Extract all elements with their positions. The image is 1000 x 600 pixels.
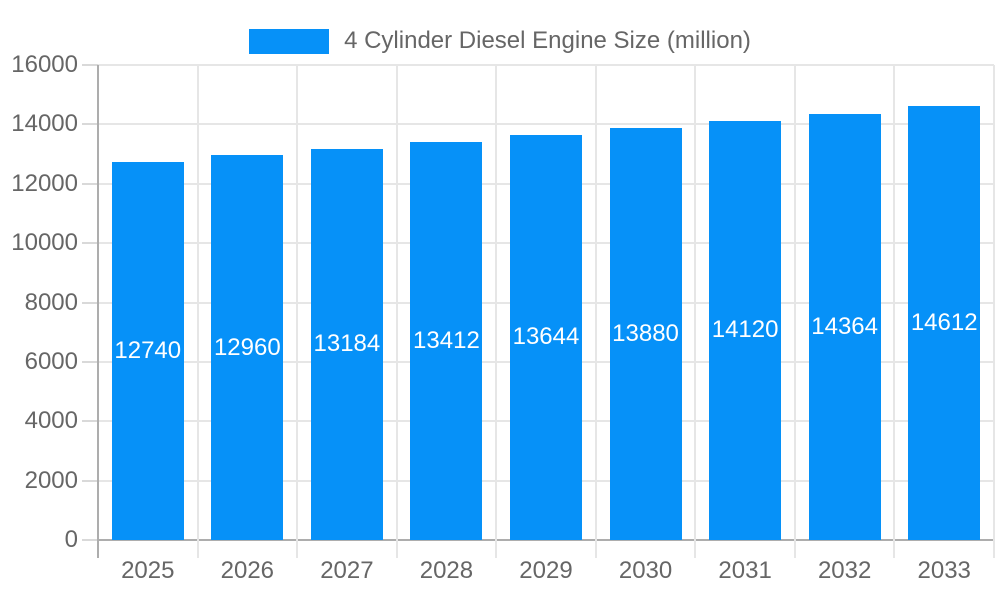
legend-label: 4 Cylinder Diesel Engine Size (million) bbox=[344, 27, 751, 54]
y-axis-line bbox=[97, 65, 99, 558]
y-axis-tick bbox=[82, 301, 98, 304]
y-axis-label: 14000 bbox=[11, 110, 78, 138]
bar-2026[interactable] bbox=[211, 155, 284, 540]
x-gridline bbox=[196, 65, 199, 558]
x-axis-label: 2028 bbox=[419, 557, 474, 584]
y-axis-label: 2000 bbox=[24, 466, 78, 494]
bar-2027[interactable] bbox=[310, 148, 383, 540]
x-gridline bbox=[495, 65, 498, 558]
bar-2032[interactable] bbox=[808, 113, 881, 540]
y-axis-label: 10000 bbox=[11, 229, 78, 257]
x-axis-label: 2032 bbox=[817, 557, 872, 584]
bar-2025[interactable] bbox=[111, 161, 184, 540]
y-axis-tick bbox=[82, 539, 98, 541]
y-axis-tick bbox=[82, 479, 98, 482]
y-axis-label: 6000 bbox=[24, 347, 78, 375]
y-axis-tick bbox=[82, 64, 98, 66]
bar-2033[interactable] bbox=[908, 106, 981, 540]
y-axis-label: 0 bbox=[64, 526, 78, 553]
x-axis-line bbox=[98, 539, 994, 541]
x-axis-label: 2033 bbox=[917, 557, 971, 584]
x-gridline bbox=[296, 65, 299, 558]
y-axis-tick bbox=[82, 182, 98, 185]
x-axis-label: 2029 bbox=[519, 557, 573, 584]
x-axis-label: 2025 bbox=[121, 557, 175, 584]
x-axis-label: 2027 bbox=[320, 557, 374, 584]
legend-item[interactable]: 4 Cylinder Diesel Engine Size (million) bbox=[0, 27, 1000, 55]
y-axis-label: 12000 bbox=[11, 169, 78, 197]
bar-2029[interactable] bbox=[510, 134, 582, 540]
x-axis-label: 2030 bbox=[618, 557, 673, 584]
x-axis-label: 2026 bbox=[220, 557, 275, 584]
y-gridline bbox=[98, 64, 994, 66]
x-gridline bbox=[793, 65, 796, 558]
x-gridline bbox=[694, 65, 697, 558]
bar-2030[interactable] bbox=[609, 127, 682, 540]
x-axis-label: 2031 bbox=[718, 557, 772, 584]
y-axis-tick bbox=[82, 360, 98, 363]
x-gridline bbox=[395, 65, 398, 558]
y-axis-tick bbox=[82, 242, 98, 245]
y-axis-label: 8000 bbox=[24, 288, 78, 316]
y-axis-tick bbox=[82, 123, 98, 126]
bar-2031[interactable] bbox=[709, 120, 782, 540]
y-gridline bbox=[98, 123, 994, 126]
x-gridline bbox=[893, 65, 896, 558]
legend-swatch bbox=[249, 28, 330, 54]
bar-2028[interactable] bbox=[410, 141, 483, 540]
x-gridline bbox=[993, 65, 995, 558]
y-axis-label: 16000 bbox=[11, 51, 78, 78]
x-gridline bbox=[594, 65, 597, 558]
y-axis-label: 4000 bbox=[24, 407, 78, 435]
y-axis-tick bbox=[82, 420, 98, 423]
